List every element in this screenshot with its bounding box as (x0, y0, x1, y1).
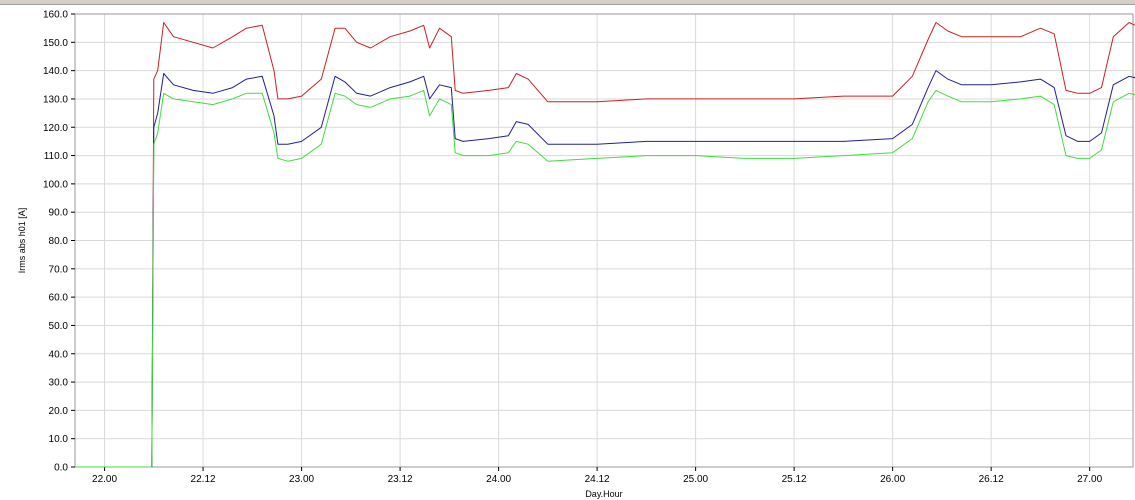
y-tick-label: 120.0 (43, 123, 68, 134)
y-tick-label: 150.0 (43, 38, 68, 49)
y-tick-label: 20.0 (49, 406, 69, 417)
y-tick-label: 70.0 (49, 264, 69, 275)
x-tick-label: 25.12 (782, 474, 807, 485)
y-tick-label: 0.0 (54, 463, 68, 474)
y-tick-label: 50.0 (49, 321, 69, 332)
x-tick-label: 27.00 (1077, 474, 1102, 485)
x-axis-title: Day.Hour (585, 489, 622, 499)
series-line-2 (75, 70, 1135, 468)
y-tick-label: 10.0 (49, 434, 69, 445)
series-line-3 (75, 89, 1135, 468)
y-tick-label: 160.0 (43, 10, 68, 21)
y-axis-title: Irms abs h01 [A] (17, 208, 27, 274)
series-lines (75, 22, 1135, 468)
window-top-border (0, 0, 1135, 5)
x-tick-label: 23.00 (289, 474, 314, 485)
x-tick-label: 26.00 (880, 474, 905, 485)
x-tick-label: 22.12 (191, 474, 216, 485)
y-tick-label: 90.0 (49, 208, 69, 219)
y-tick-label: 80.0 (49, 236, 69, 247)
y-tick-label: 140.0 (43, 66, 68, 77)
x-tick-label: 26.12 (979, 474, 1004, 485)
y-tick-label: 130.0 (43, 94, 68, 105)
x-tick-label: 24.00 (486, 474, 511, 485)
y-tick-label: 110.0 (44, 151, 69, 162)
y-tick-label: 60.0 (49, 293, 69, 304)
x-axis: 22.00 22.12 23.00 23.12 24.00 24.12 25.00 25.12… (92, 467, 1103, 485)
y-tick-label: 30.0 (49, 378, 69, 389)
series-line-1 (75, 22, 1135, 468)
y-tick-label: 100.0 (43, 179, 68, 190)
y-axis: 0.0 10.0 20.0 30.0 40.0 50.0 60.0 70.0 80.0 90.0 1… (43, 10, 75, 474)
grid-lines (75, 13, 1133, 468)
x-tick-label: 22.00 (92, 474, 117, 485)
x-tick-label: 24.12 (585, 474, 610, 485)
x-tick-label: 25.00 (683, 474, 708, 485)
y-tick-label: 40.0 (49, 349, 69, 360)
x-tick-label: 23.12 (388, 474, 413, 485)
